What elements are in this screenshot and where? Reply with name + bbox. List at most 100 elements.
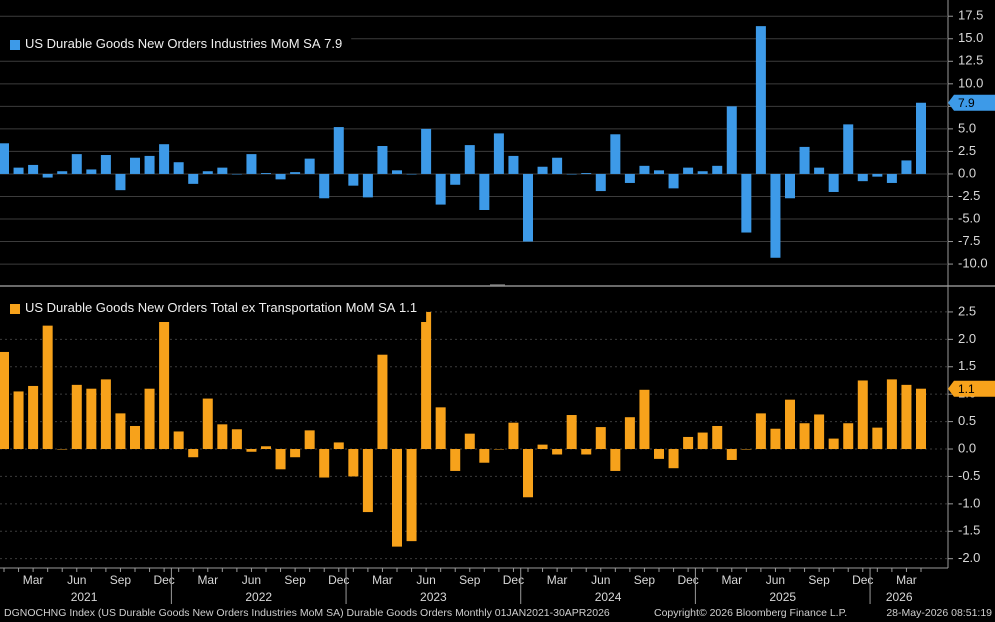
bar [916,388,926,450]
bar [71,384,82,450]
bar [610,134,621,174]
bar [493,449,504,450]
bar [377,146,388,174]
bar [13,391,24,450]
bar [668,449,679,469]
y-tick-label: 5.0 [958,120,976,135]
bar [668,173,679,189]
bar [654,449,664,459]
legend-swatch [10,304,20,314]
year-label: 2022 [245,590,272,604]
bar [552,157,563,174]
y-tick-label: 17.5 [958,8,983,23]
bar [362,449,373,513]
bar [348,449,359,477]
x-tick-label: Mar [896,573,917,587]
x-tick-label: Sep [110,573,132,587]
bar [188,173,199,184]
y-tick-label: 1.5 [958,358,976,373]
bar [857,380,868,450]
x-tick-label: Sep [284,573,306,587]
legend-text: US Durable Goods New Orders Total ex Tra… [25,300,417,315]
y-tick-label: 12.5 [958,53,983,68]
bar [333,127,344,174]
bar [42,173,53,178]
x-tick-label: Dec [852,573,873,587]
bar [683,167,694,174]
bar [392,449,402,547]
y-tick-label: -7.5 [958,233,980,248]
legend-label: US Durable Goods New Orders Industries M… [25,36,321,51]
bar [173,162,184,174]
bar [566,173,577,175]
bar [57,449,68,450]
x-tick-label: Mar [721,573,742,587]
y-tick-label: 0.5 [958,413,976,428]
bar [828,438,839,450]
bar [624,173,635,183]
bar [377,354,388,450]
bar [275,449,286,470]
bar [86,169,97,174]
bar [523,449,533,498]
bar [0,351,9,450]
bar [523,173,533,242]
y-tick-label: -5.0 [958,210,980,225]
bar [537,166,548,174]
bar [159,311,170,450]
bar [595,173,606,192]
x-tick-label: Mar [547,573,568,587]
bar [741,173,752,233]
bar [421,311,432,450]
bar [421,128,432,174]
bar [901,384,912,450]
bar [202,171,213,174]
x-tick-label: Jun [416,573,435,587]
y-tick-label: 0.0 [958,440,976,455]
bar [144,388,155,450]
last-value-badge [948,94,995,111]
bar [886,379,897,450]
bar [464,433,475,450]
x-tick-label: Mar [23,573,44,587]
year-label: 2021 [71,590,98,604]
bar [304,430,315,450]
bar [726,106,737,174]
bar [843,124,854,174]
bar [552,449,563,455]
bar [770,173,781,258]
x-tick-label: Jun [591,573,610,587]
bar [639,389,650,450]
footer-source: DGNOCHNG Index (US Durable Goods New Ord… [4,607,610,619]
bar [726,449,737,460]
year-label: 2025 [769,590,796,604]
bar [479,449,490,463]
bar [857,173,868,182]
legend-last-value: 7.9 [324,36,342,51]
bar [697,432,708,450]
year-label: 2026 [886,590,913,604]
last-value-label: 1.1 [958,382,975,396]
bar [115,413,126,450]
bar [406,449,417,542]
bar [71,154,82,174]
bar [28,385,39,450]
bar [785,399,795,450]
y-tick-label: -2.5 [958,188,980,203]
bar [755,413,766,450]
bar [290,449,301,458]
bar [115,173,126,191]
bar [246,449,257,452]
bar [712,425,723,450]
bar [566,415,577,450]
x-tick-label: Sep [634,573,656,587]
bar [231,429,242,450]
bar [0,143,9,174]
y-tick-label: 2.0 [958,331,976,346]
bar [275,173,286,180]
bar [916,102,926,174]
legend-box [0,296,427,322]
bar [479,173,490,210]
bar [100,155,111,174]
bar [42,325,53,450]
